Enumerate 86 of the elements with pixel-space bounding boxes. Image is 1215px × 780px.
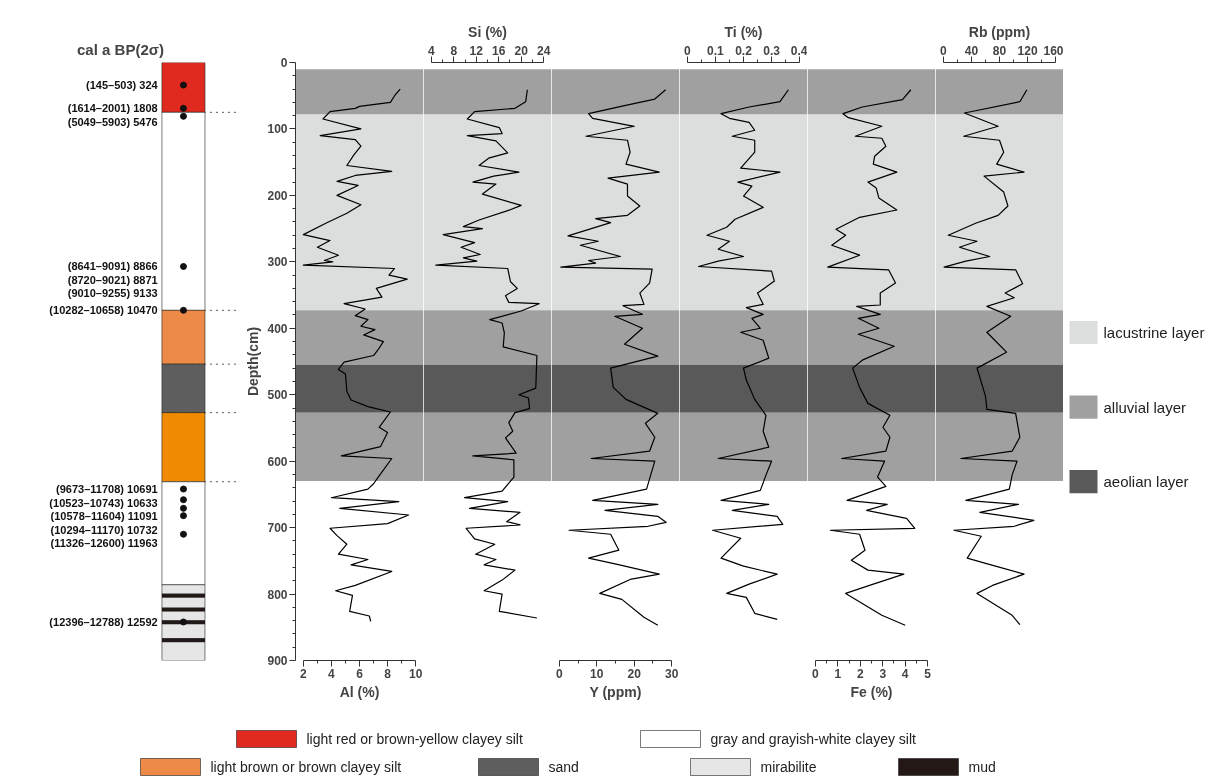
x2-axis-title: Si (%) bbox=[468, 23, 507, 40]
x-tick-label: 0 bbox=[556, 666, 564, 681]
text: (1614–2001) 1808 bbox=[67, 102, 158, 115]
point bbox=[179, 512, 187, 520]
x2-tick-label: 24 bbox=[536, 43, 551, 58]
x2-tick-label: 0 bbox=[940, 43, 948, 58]
x2-tick-label: 0.3 bbox=[763, 43, 781, 58]
x2-tick-label: 0.1 bbox=[707, 43, 725, 58]
x2-tick-label: 20 bbox=[514, 43, 529, 58]
legend-label: aeolian layer bbox=[1103, 473, 1189, 491]
legend-label: alluvial layer bbox=[1103, 398, 1187, 416]
point bbox=[179, 618, 187, 626]
x-axis-title: Y (ppm) bbox=[589, 683, 642, 700]
x2-tick-label: 120 bbox=[1017, 43, 1038, 58]
x-tick-label: 1 bbox=[834, 666, 842, 681]
point bbox=[179, 504, 187, 512]
point bbox=[179, 496, 187, 504]
x-tick-label: 10 bbox=[590, 666, 604, 681]
legend-label: mirabilite bbox=[760, 759, 817, 775]
y-tick-label: 500 bbox=[267, 388, 288, 403]
point bbox=[179, 306, 187, 314]
text: (145–503) 324 bbox=[86, 79, 159, 92]
chart-title: cal a BP(2σ) bbox=[77, 40, 164, 58]
x-tick-label: 20 bbox=[627, 666, 642, 681]
x2-tick-label: 12 bbox=[469, 43, 484, 58]
x2-tick-label: 8 bbox=[450, 43, 458, 58]
x-tick-label: 4 bbox=[328, 666, 336, 681]
x2-tick-label: 160 bbox=[1043, 43, 1064, 58]
y-tick-label: 800 bbox=[267, 587, 288, 602]
legend-label: light red or brown-yellow clayey silt bbox=[306, 731, 523, 747]
text: (12396–12788) 12592 bbox=[49, 615, 158, 628]
text: (8720–9021) 8871 bbox=[67, 273, 158, 286]
x2-tick-label: 0.4 bbox=[790, 43, 808, 58]
x2-tick-label: 16 bbox=[492, 43, 506, 58]
text: (9673–11708) 10691 bbox=[56, 483, 158, 496]
x2-axis-title: Rb (ppm) bbox=[968, 23, 1031, 40]
text: (10578–11604) 11091 bbox=[50, 510, 158, 523]
text: (9010–9255) 9133 bbox=[67, 287, 158, 300]
y-tick-label: 400 bbox=[267, 321, 288, 336]
text: (10523–10743) 10633 bbox=[49, 496, 158, 509]
legend-label: light brown or brown clayey silt bbox=[210, 759, 402, 775]
x2-tick-label: 0.2 bbox=[735, 43, 753, 58]
x2-axis-title: Ti (%) bbox=[724, 23, 763, 40]
text: (8641–9091) 8866 bbox=[67, 260, 158, 273]
x-tick-label: 5 bbox=[924, 666, 932, 681]
point bbox=[179, 262, 187, 270]
x2-tick-label: 4 bbox=[428, 43, 436, 58]
y-axis-title: Depth(cm) bbox=[245, 326, 262, 397]
bar bbox=[161, 611, 206, 621]
bar bbox=[161, 641, 206, 661]
text: (10282–10658) 10470 bbox=[49, 304, 158, 317]
point bbox=[179, 530, 187, 538]
text: (10294–11170) 10732 bbox=[50, 523, 158, 536]
legend-label: gray and grayish-white clayey silt bbox=[710, 731, 917, 747]
x-axis-title: Fe (%) bbox=[850, 683, 893, 700]
legend-label: sand bbox=[548, 759, 579, 775]
legend-label: lacustrine layer bbox=[1103, 324, 1205, 342]
x-tick-label: 30 bbox=[664, 666, 679, 681]
bar bbox=[161, 623, 206, 639]
point bbox=[179, 104, 187, 112]
y-tick-label: 600 bbox=[267, 454, 288, 469]
x-tick-label: 4 bbox=[901, 666, 909, 681]
y-tick-label: 100 bbox=[267, 122, 288, 137]
x-tick-label: 2 bbox=[856, 666, 864, 681]
y-tick-label: 300 bbox=[267, 255, 288, 270]
x-tick-label: 10 bbox=[408, 666, 423, 681]
x2-tick-label: 80 bbox=[992, 43, 1007, 58]
y-tick-label: 0 bbox=[280, 56, 288, 70]
x-tick-label: 6 bbox=[356, 666, 364, 681]
x-tick-label: 8 bbox=[384, 666, 392, 681]
bar bbox=[161, 597, 206, 609]
point bbox=[179, 112, 187, 120]
point bbox=[179, 81, 187, 89]
x-tick-label: 2 bbox=[300, 666, 308, 681]
x-tick-label: 3 bbox=[879, 666, 887, 681]
point bbox=[179, 485, 187, 493]
x-tick-label: 0 bbox=[812, 666, 820, 681]
y-tick-label: 900 bbox=[267, 654, 288, 668]
y-tick-label: 200 bbox=[267, 188, 288, 203]
x2-tick-label: 40 bbox=[964, 43, 979, 58]
y-tick-label: 700 bbox=[267, 521, 288, 536]
x2-tick-label: 0 bbox=[684, 43, 692, 58]
text: (11326–12600) 11963 bbox=[50, 537, 158, 550]
text: (5049–5903) 5476 bbox=[67, 115, 158, 128]
x-axis-title: Al (%) bbox=[339, 683, 380, 700]
legend-label: mud bbox=[968, 759, 996, 775]
